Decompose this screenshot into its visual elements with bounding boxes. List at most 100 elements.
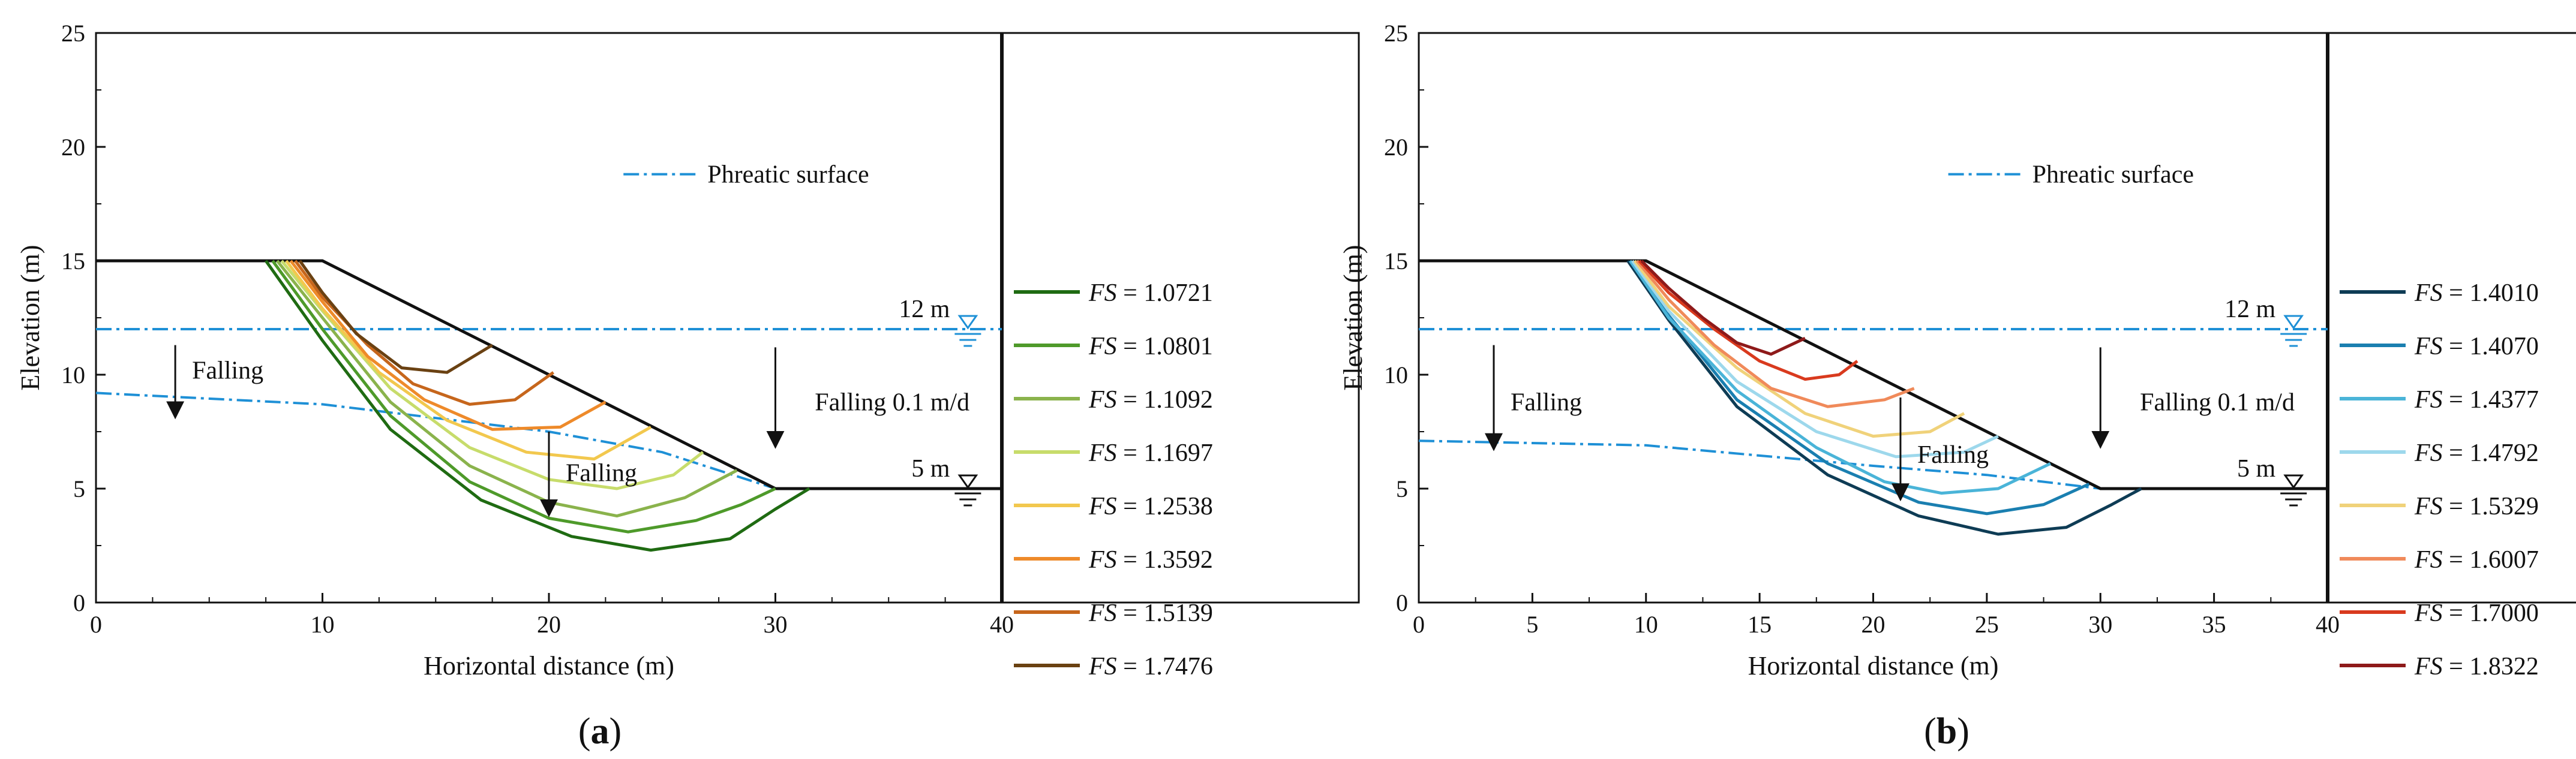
y-tick-label: 10	[1384, 362, 1408, 388]
y-tick-label: 15	[61, 248, 85, 275]
phreatic-legend-label: Phreatic surface	[707, 161, 869, 189]
slip-surface-7	[1638, 260, 1859, 381]
panel-label-close: )	[610, 711, 622, 752]
y-tick-label: 5	[73, 475, 85, 502]
legend-fs-symbol: FS	[2414, 493, 2443, 520]
slip-surface-7	[294, 260, 554, 406]
plot-frame	[1418, 32, 2329, 604]
legend-entry: FS = 1.4010	[2414, 279, 2539, 307]
legend-fs-value: = 1.6007	[2443, 546, 2539, 574]
legend-fs-value: = 1.7476	[1117, 653, 1213, 680]
water-level-label: 5 m	[911, 455, 950, 483]
phreatic-legend-label: Phreatic surface	[2032, 161, 2194, 189]
legend-entry: FS = 1.0801	[1088, 333, 1213, 360]
legend-fs-value: = 1.2538	[1117, 493, 1213, 520]
x-axis-title: Horizontal distance (m)	[424, 651, 674, 680]
legend-fs-value: = 1.4377	[2443, 386, 2539, 414]
falling-label: Falling	[566, 459, 637, 487]
slip-surface-2	[1629, 260, 2090, 516]
y-axis-title: Elevation (m)	[1338, 245, 1368, 390]
legend-fs-value: = 1.4010	[2443, 279, 2539, 307]
panel-label-letter: a	[591, 711, 610, 752]
y-tick-label: 15	[1384, 248, 1408, 275]
panel-label-close: )	[1957, 711, 1969, 752]
legend-fs-symbol: FS	[1088, 386, 1117, 414]
panel-label: (a)	[578, 711, 622, 752]
legend-fs-symbol: FS	[2414, 600, 2443, 627]
panel-label-open: (	[578, 711, 591, 752]
legend-fs-value: = 1.5329	[2443, 493, 2539, 520]
panel-label-letter: b	[1936, 711, 1957, 752]
slip-surface-6	[1635, 260, 1915, 408]
x-tick-label: 25	[1975, 611, 1999, 638]
legend-entry: FS = 1.1697	[1088, 439, 1213, 467]
legend-fs-symbol: FS	[2414, 653, 2443, 680]
legend-entry: FS = 1.5329	[2414, 493, 2539, 520]
legend-fs-symbol: FS	[2414, 439, 2443, 467]
legend-entry: FS = 1.4792	[2414, 439, 2539, 467]
water-level-label: 12 m	[899, 296, 950, 323]
legend-fs-symbol: FS	[2414, 386, 2443, 414]
legend-entry: FS = 1.3592	[1088, 546, 1213, 574]
legend-fs-value: = 1.1697	[1117, 439, 1213, 467]
water-level-label: 12 m	[2224, 296, 2276, 323]
x-tick-label: 0	[1413, 611, 1425, 638]
x-tick-label: 40	[990, 611, 1014, 638]
slip-surface-5	[1633, 260, 1965, 438]
falling-label: Falling	[1511, 389, 1582, 417]
legend-entry: FS = 1.0721	[1088, 279, 1213, 307]
legend-fs-value: = 1.4070	[2443, 333, 2539, 360]
x-tick-label: 0	[90, 611, 102, 638]
water-level-triangle-icon	[957, 474, 978, 489]
water-level-triangle-icon	[2283, 315, 2304, 330]
slip-surface-4	[1631, 260, 1999, 459]
x-tick-label: 20	[537, 611, 561, 638]
legend-fs-symbol: FS	[1088, 333, 1117, 360]
x-tick-label: 10	[311, 611, 335, 638]
legend-entry: FS = 1.2538	[1088, 493, 1213, 520]
legend-fs-value: = 1.0721	[1117, 279, 1213, 307]
legend-fs-value: = 1.8322	[2443, 653, 2539, 680]
y-tick-label: 5	[1396, 475, 1408, 502]
slip-surface-3	[1629, 260, 2051, 495]
y-tick-label: 0	[1396, 589, 1408, 616]
legend-entry: FS = 1.6007	[2414, 546, 2539, 574]
falling-label: Falling 0.1 m/d	[815, 389, 969, 417]
slip-surface-3	[276, 260, 738, 518]
slip-surface-4	[280, 260, 704, 490]
legend-entry: FS = 1.1092	[1088, 386, 1213, 414]
x-tick-label: 40	[2316, 611, 2340, 638]
x-tick-label: 35	[2202, 611, 2226, 638]
legend-fs-symbol: FS	[1088, 600, 1117, 627]
slip-surface-1	[1626, 260, 2142, 536]
phreatic-line-final	[1418, 439, 2328, 490]
legend-fs-value: = 1.7000	[2443, 600, 2539, 627]
x-tick-label: 30	[2088, 611, 2112, 638]
y-tick-label: 0	[73, 589, 85, 616]
y-tick-label: 20	[1384, 134, 1408, 161]
chart-panel-a: 0 10 20 30 40 0 5 10 15 20 25 Horizontal distance (…	[16, 20, 1360, 752]
y-tick-label: 25	[61, 20, 85, 47]
y-axis-title: Elevation (m)	[16, 245, 45, 390]
legend-entry: FS = 1.4377	[2414, 386, 2539, 414]
legend-entry: FS = 1.8322	[2414, 653, 2539, 680]
legend-fs-value: = 1.3592	[1117, 546, 1213, 574]
legend-fs-value: = 1.1092	[1117, 386, 1213, 414]
legend-entry: FS = 1.7476	[1088, 653, 1213, 680]
legend-fs-symbol: FS	[1088, 653, 1117, 680]
x-tick-label: 30	[764, 611, 788, 638]
x-tick-label: 20	[1862, 611, 1886, 638]
slip-surface-1	[265, 260, 810, 552]
x-tick-label: 5	[1526, 611, 1538, 638]
water-level-label: 5 m	[2237, 455, 2276, 483]
slip-surface-6	[289, 260, 607, 431]
falling-label: Falling	[1917, 441, 1989, 469]
slip-surface-5	[285, 260, 652, 461]
legend-fs-symbol: FS	[2414, 279, 2443, 307]
y-tick-label: 25	[1384, 20, 1408, 47]
panel-label-open: (	[1924, 711, 1936, 752]
water-level-triangle-icon	[2283, 474, 2304, 489]
legend-fs-value: = 1.5139	[1117, 600, 1213, 627]
slip-surface-8	[1640, 260, 1806, 356]
slope-profile	[1419, 259, 2328, 490]
